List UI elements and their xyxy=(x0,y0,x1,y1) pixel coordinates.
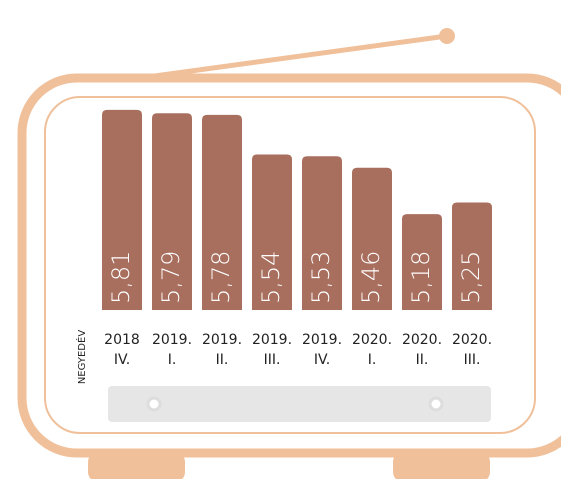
foot xyxy=(88,452,185,479)
x-tick-label: 2019. xyxy=(302,332,342,348)
bar xyxy=(152,113,192,310)
data-label: 5,25 xyxy=(457,251,485,304)
x-tick-label: IV. xyxy=(114,352,130,368)
data-label: 5,53 xyxy=(307,251,335,304)
data-label: 5,46 xyxy=(357,251,385,304)
bar xyxy=(302,156,342,310)
bar xyxy=(352,167,392,310)
x-tick-label: 2020. xyxy=(402,332,442,348)
x-tick-label: III. xyxy=(464,352,481,368)
knob xyxy=(146,396,162,412)
x-axis-label: NEGYEDÉV xyxy=(75,330,88,384)
x-tick-label: 2020. xyxy=(352,332,392,348)
bar xyxy=(202,114,242,310)
x-tick-label: II. xyxy=(416,352,429,368)
data-label: 5,18 xyxy=(407,251,435,304)
bar xyxy=(252,154,292,310)
x-tick-label: 2019. xyxy=(202,332,242,348)
antenna xyxy=(139,33,448,81)
x-tick-label: 2019. xyxy=(152,332,192,348)
foot xyxy=(393,452,490,479)
bar xyxy=(102,109,142,310)
speaker xyxy=(108,386,491,422)
x-tick-label: 2019. xyxy=(252,332,292,348)
data-label: 5,81 xyxy=(107,251,135,304)
knob xyxy=(428,396,444,412)
bar xyxy=(402,214,442,310)
data-label: 5,79 xyxy=(157,251,185,304)
x-tick-label: III. xyxy=(264,352,281,368)
data-label: 5,54 xyxy=(257,251,285,304)
data-label: 5,78 xyxy=(207,251,235,304)
x-tick-label: IV. xyxy=(314,352,330,368)
x-tick-label: 2020. xyxy=(452,332,492,348)
x-tick-label: I. xyxy=(368,352,377,368)
antenna-knob xyxy=(439,28,455,44)
radio-frame xyxy=(44,96,536,434)
x-tick-label: I. xyxy=(168,352,177,368)
x-tick-label: 2018 xyxy=(104,332,140,348)
x-tick-label: II. xyxy=(216,352,229,368)
bar xyxy=(452,202,492,310)
